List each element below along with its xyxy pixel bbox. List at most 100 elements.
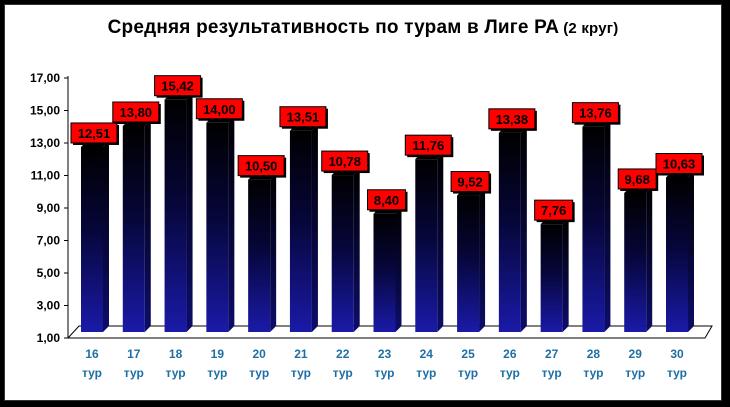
- bar-side: [520, 126, 527, 332]
- y-tick-label: 9,00: [37, 201, 61, 215]
- x-tick-label-suffix: тур: [500, 366, 520, 380]
- x-tick-label-suffix: тур: [82, 366, 102, 380]
- data-label: 13,76: [579, 106, 612, 121]
- x-tick-label: 17: [127, 347, 141, 361]
- bar-side: [437, 153, 444, 332]
- y-tick-label: 15,00: [30, 104, 60, 118]
- y-tick-label: 3,00: [37, 299, 61, 313]
- data-label: 14,00: [203, 102, 236, 117]
- data-label: 12,51: [78, 126, 111, 141]
- data-label-box: [112, 101, 160, 123]
- data-label-box: [195, 98, 243, 120]
- x-tick-label: 19: [211, 347, 225, 361]
- x-tick-label-suffix: тур: [542, 366, 562, 380]
- x-tick-label-suffix: тур: [583, 366, 603, 380]
- data-label: 7,76: [541, 203, 566, 218]
- x-tick-label-suffix: тур: [667, 366, 687, 380]
- x-tick-label: 28: [587, 347, 601, 361]
- data-label-box: [534, 199, 574, 221]
- bar: [164, 99, 187, 332]
- data-label: 13,80: [120, 105, 153, 120]
- data-label-box: [367, 189, 406, 211]
- y-tick-label: 7,00: [37, 234, 61, 248]
- x-tick-label: 18: [169, 347, 183, 361]
- y-tick-label: 11,00: [31, 169, 61, 183]
- bar-side: [479, 189, 486, 332]
- x-tick-label: 29: [629, 347, 643, 361]
- y-tick-label: 13,00: [30, 136, 60, 150]
- bar-side: [103, 140, 109, 332]
- chart-title: Средняя результативность по турам в Лиге…: [5, 17, 721, 39]
- bar-side: [270, 173, 277, 332]
- bar-side: [688, 171, 694, 332]
- bar-side: [311, 124, 318, 333]
- x-tick-label: 21: [294, 347, 308, 361]
- bar: [666, 177, 688, 332]
- data-label-box: [655, 153, 703, 175]
- bar-side: [562, 218, 569, 332]
- x-tick-label: 26: [503, 347, 517, 361]
- bar: [498, 132, 521, 332]
- data-label-box: [617, 168, 657, 190]
- data-label-box: [404, 134, 452, 156]
- bar-side: [186, 93, 193, 332]
- data-label-box: [488, 108, 536, 130]
- data-label: 10,50: [245, 159, 278, 174]
- data-label: 15,42: [161, 79, 194, 94]
- data-label-box: [321, 150, 369, 172]
- data-label: 11,76: [412, 138, 444, 153]
- x-tick-label-suffix: тур: [458, 366, 478, 380]
- data-label-box: [571, 102, 619, 124]
- data-label-box: [450, 171, 490, 193]
- data-label-box: [70, 122, 118, 144]
- bars: [81, 93, 694, 333]
- data-label-box: [154, 75, 202, 97]
- bar: [415, 159, 438, 332]
- bar-side: [228, 116, 235, 332]
- y-tick-label: 1,00: [37, 331, 61, 345]
- bar: [373, 213, 396, 332]
- bar: [624, 192, 647, 332]
- x-tick-label-suffix: тур: [291, 366, 311, 380]
- data-label-box: [237, 155, 285, 177]
- data-label: 10,78: [328, 154, 361, 169]
- data-label: 13,38: [496, 112, 529, 127]
- x-tick-label: 24: [420, 347, 434, 361]
- bar: [122, 126, 145, 332]
- bar: [582, 126, 605, 333]
- x-tick-label-suffix: тур: [625, 366, 645, 380]
- chart-title-text: Средняя результативность по турам в Лиге…: [107, 17, 560, 38]
- data-label-box: [279, 106, 327, 128]
- x-tick-label-suffix: тур: [124, 366, 144, 380]
- x-tick-label-suffix: тур: [249, 366, 269, 380]
- x-tick-label-suffix: тур: [416, 366, 436, 380]
- bar-side: [604, 120, 611, 333]
- bar: [540, 224, 563, 332]
- data-label: 9,52: [457, 175, 482, 190]
- data-label: 9,68: [625, 172, 650, 187]
- bar: [81, 146, 103, 332]
- bar: [331, 175, 354, 332]
- bar: [206, 122, 229, 332]
- x-tick-label: 27: [545, 347, 559, 361]
- x-tick-label: 25: [461, 347, 475, 361]
- x-tick-label: 16: [85, 347, 99, 361]
- data-label: 10,63: [663, 157, 696, 172]
- bar-side: [353, 169, 360, 332]
- x-tick-label: 23: [378, 347, 392, 361]
- bar-side: [646, 186, 653, 332]
- x-tick-label: 22: [336, 347, 350, 361]
- x-tick-label-suffix: тур: [333, 366, 353, 380]
- bar-side: [395, 207, 402, 332]
- data-label: 8,40: [374, 193, 399, 208]
- x-tick-label-suffix: тур: [374, 366, 394, 380]
- x-tick-label: 20: [252, 347, 266, 361]
- chart-subtitle: (2 круг): [563, 20, 619, 37]
- x-tick-label-suffix: тур: [166, 366, 186, 380]
- data-label: 13,51: [287, 110, 320, 125]
- bar: [248, 179, 271, 332]
- bar: [289, 130, 312, 332]
- bar-side: [144, 120, 151, 332]
